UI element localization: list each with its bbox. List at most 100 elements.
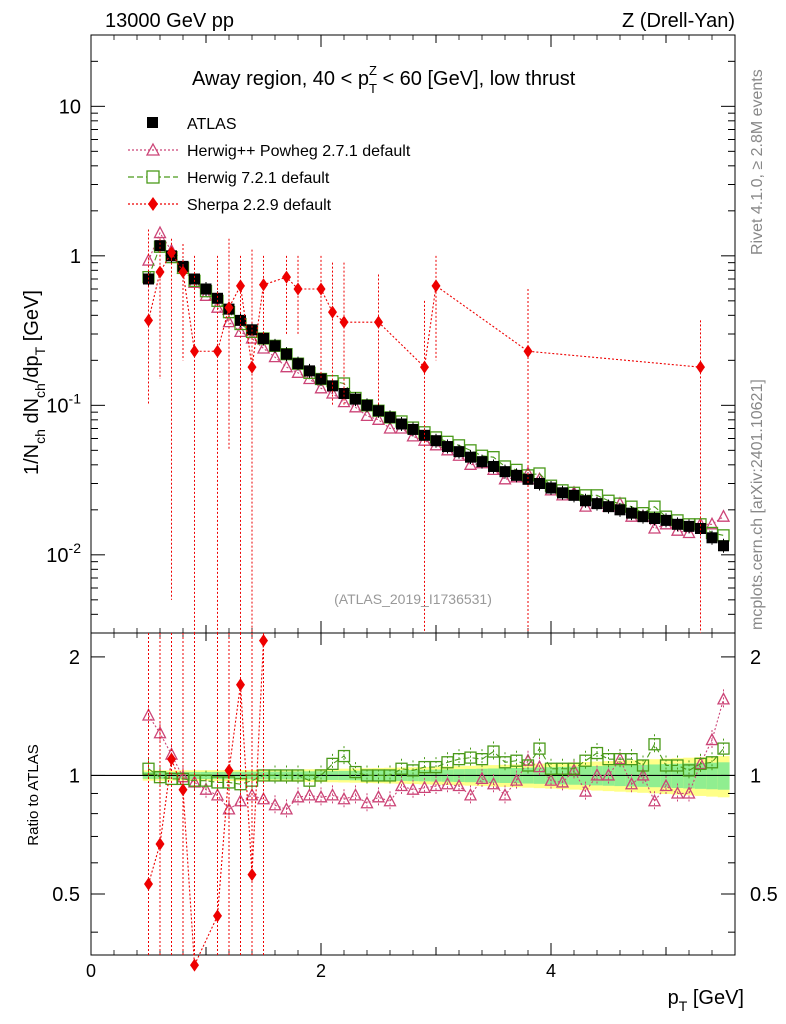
ratio-herwig7-point (544, 762, 558, 775)
ratio-herwig7-point (372, 769, 385, 782)
sherpa-point (213, 344, 222, 358)
atlas-point (315, 373, 327, 385)
sherpa-point (190, 344, 199, 358)
ratio-herwigpp-point (256, 791, 271, 805)
ratio-herwigpp-point (659, 778, 673, 792)
atlas-point (373, 405, 384, 417)
title-part-2: < 60 [GeV], low thrust (377, 68, 576, 90)
ratio-sherpa-line (147, 640, 265, 966)
herwigpp-point (716, 509, 731, 522)
ratio-herwig7-point (337, 749, 351, 763)
sherpa-point (374, 315, 383, 329)
ratio-sherpa-point (213, 909, 222, 923)
x-tick-label: 0 (86, 961, 96, 981)
ratio-herwigpp-point (440, 776, 455, 790)
x-tick-label: 2 (316, 961, 326, 981)
ratio-herwig7-point (291, 769, 305, 782)
sherpa-point (178, 265, 188, 279)
main-plot-marks (141, 225, 731, 633)
herwigpp-point (647, 521, 662, 534)
ratio-herwigpp-point (371, 789, 386, 803)
legend-label-herwig7: Herwig 7.2.1 default (187, 170, 330, 187)
ratio-y-tick-label-right: 2 (750, 647, 761, 669)
ratio-herwig7-point (717, 742, 730, 755)
atlas-point (269, 340, 281, 352)
ratio-sherpa-point (167, 752, 176, 766)
ratio-sherpa-point (178, 783, 188, 797)
atlas-point (557, 487, 568, 499)
ratio-herwigpp-point (279, 801, 294, 815)
rivet-version-label: Rivet 4.1.0, ≥ 2.8M events (749, 69, 766, 255)
ratio-herwig7-point (510, 754, 523, 767)
ratio-herwig7-point (498, 756, 512, 769)
plot-title: Away region, 40 < pTZ < 60 [GeV], low th… (192, 63, 576, 96)
herwigpp-point (153, 225, 167, 239)
herwigpp-point (279, 359, 294, 373)
atlas-point (591, 498, 603, 510)
ratio-herwig7-point (487, 745, 500, 758)
ratio-herwig7-point (349, 765, 362, 779)
herwigpp-point (222, 314, 236, 328)
atlas-point (511, 469, 522, 481)
atlas-point (580, 495, 591, 507)
legend-marker-herwigpp (145, 142, 161, 156)
ratio-herwig7-point (360, 769, 374, 782)
herwigpp-point (199, 288, 213, 301)
ratio-herwigpp-point (636, 768, 650, 781)
atlas-point (212, 292, 223, 304)
legend-label-herwigpp: Herwig++ Powheg 2.7.1 default (187, 143, 411, 160)
analysis-watermark: (ATLAS_2019_I1736531) (334, 591, 492, 607)
ratio-herwig7-point (326, 757, 339, 771)
ratio-herwig7-point (533, 742, 546, 755)
atlas-point (327, 380, 338, 392)
ratio-sherpa-point (224, 763, 234, 777)
ratio-herwigpp-point (360, 795, 374, 809)
ratio-herwigpp-point (705, 732, 719, 746)
sherpa-point (293, 282, 303, 296)
ratio-y-tick-label-right: 0.5 (750, 884, 778, 906)
y-tick-label: 10 (59, 96, 81, 118)
atlas-point (626, 507, 637, 519)
sherpa-point (339, 315, 349, 329)
ratio-sherpa-point (259, 634, 268, 648)
y-tick-label: 10-2 (46, 540, 81, 567)
x-axis-label: pT [GeV] (668, 987, 744, 1014)
sherpa-point (328, 305, 337, 319)
atlas-point (350, 393, 361, 405)
ratio-herwigpp-point (268, 797, 282, 811)
ratio-sherpa-point (236, 678, 245, 692)
herwigpp-point (141, 253, 156, 266)
ratio-herwig7-point (429, 760, 443, 774)
header-process-energy: 13000 GeV pp (105, 10, 234, 32)
y-tick-label: 10-1 (46, 390, 81, 417)
ratio-herwig7-point (406, 764, 420, 777)
ratio-herwig7-point (602, 753, 615, 766)
ratio-herwig7-point (648, 738, 661, 751)
herwigpp-point (498, 471, 512, 485)
herwigpp-point (268, 349, 282, 363)
ratio-herwig7-point (188, 774, 201, 787)
title-sup: Z (369, 63, 377, 78)
ratio-herwig7-line (148, 743, 724, 785)
sherpa-line (147, 251, 701, 369)
main-y-axis-label: 1/Nch dNch/dpT [GeV] (21, 290, 48, 475)
herwigpp-point (371, 412, 386, 425)
ratio-herwigpp-point (486, 776, 501, 790)
ratio-herwig7-point (245, 774, 259, 787)
atlas-point (660, 514, 672, 526)
ratio-herwigpp-point (245, 787, 259, 801)
atlas-point (683, 520, 695, 532)
atlas-point (614, 504, 626, 516)
atlas-point (258, 332, 269, 344)
herwigpp-point (383, 421, 397, 434)
ratio-herwig7-point (234, 778, 247, 791)
herwig7-point (648, 500, 661, 513)
atlas-point (292, 358, 304, 370)
ratio-herwig7-point (613, 753, 627, 766)
herwigpp-point (348, 399, 363, 413)
sherpa-point (259, 278, 268, 292)
ratio-herwig7-point (441, 756, 454, 769)
ratio-herwigpp-point (383, 793, 397, 807)
ratio-herwigpp-point (406, 782, 420, 795)
